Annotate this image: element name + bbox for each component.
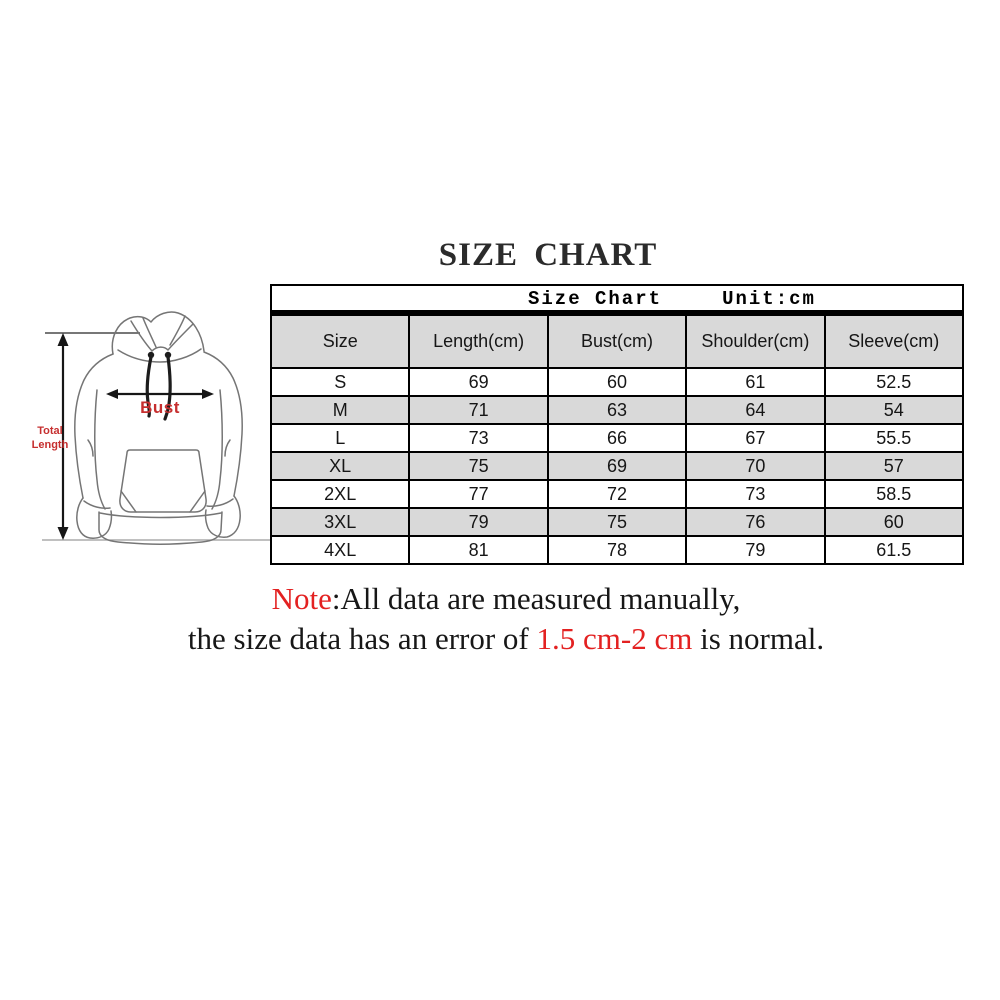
column-header: Shoulder(cm) <box>685 314 826 369</box>
table-body: S 69 60 61 52.5 M 71 63 64 54 L 73 66 67 55.5 XL 75 69 70 5… <box>269 367 965 565</box>
value-cell: 55.5 <box>823 423 965 453</box>
value-cell: 76 <box>685 507 826 537</box>
value-cell: 60 <box>823 507 965 537</box>
table-row: 4XL 81 78 79 61.5 <box>269 535 965 565</box>
measurements-table: Size Length(cm) Bust(cm) Shoulder(cm) Sleeve… <box>269 314 965 565</box>
column-header: Bust(cm) <box>546 314 688 369</box>
value-cell: 81 <box>408 535 549 565</box>
value-cell: 58.5 <box>823 479 965 509</box>
table-row: 3XL 79 75 76 60 <box>269 507 965 537</box>
value-cell: 57 <box>823 451 965 481</box>
note-line1-rest: :All data are measured manually, <box>331 581 741 616</box>
value-cell: 73 <box>685 479 826 509</box>
size-cell: 4XL <box>269 535 411 565</box>
value-cell: 69 <box>546 451 688 481</box>
table-top-header: Size Chart Unit:cm <box>270 284 964 314</box>
value-cell: 77 <box>408 479 549 509</box>
value-cell: 67 <box>685 423 826 453</box>
drawstrings <box>145 351 172 421</box>
note-line2-post: is normal. <box>692 621 825 656</box>
total-length-arrow <box>57 333 69 540</box>
value-cell: 63 <box>546 395 688 425</box>
value-cell: 60 <box>546 367 688 397</box>
value-cell: 79 <box>685 535 826 565</box>
value-cell: 73 <box>408 423 549 453</box>
value-cell: 78 <box>546 535 688 565</box>
value-cell: 69 <box>408 367 549 397</box>
value-cell: 75 <box>408 451 549 481</box>
note-line2-pre: the size data has an error of <box>187 621 537 656</box>
value-cell: 61.5 <box>823 535 965 565</box>
note-line2-red: 1.5 cm-2 cm <box>536 621 693 656</box>
value-cell: 66 <box>546 423 688 453</box>
note-line-2: the size data has an error of 1.5 cm-2 c… <box>6 619 1000 659</box>
value-cell: 75 <box>546 507 688 537</box>
table-title: Size Chart <box>527 288 663 310</box>
value-cell: 72 <box>546 479 688 509</box>
size-cell: L <box>269 423 411 453</box>
hoodie-outline <box>74 311 243 545</box>
value-cell: 52.5 <box>823 367 965 397</box>
note-prefix: Note <box>271 581 332 616</box>
table-row: M 71 63 64 54 <box>269 395 965 425</box>
page-title: SIZE CHART <box>438 237 658 273</box>
note-line-1: Note:All data are measured manually, <box>6 579 1000 619</box>
total-length-label: Total Length <box>31 425 69 451</box>
size-chart-table: Size Chart Unit:cm Size Length(cm) Bust(cm… <box>269 284 965 565</box>
value-cell: 79 <box>408 507 549 537</box>
value-cell: 64 <box>685 395 826 425</box>
column-header-row: Size Length(cm) Bust(cm) Shoulder(cm) Sleeve… <box>269 314 965 369</box>
table-row: 2XL 77 72 73 58.5 <box>269 479 965 509</box>
guide-lines <box>42 332 293 541</box>
value-cell: 61 <box>685 367 826 397</box>
table-row: XL 75 69 70 57 <box>269 451 965 481</box>
value-cell: 70 <box>685 451 826 481</box>
table-unit: Unit:cm <box>722 288 816 310</box>
size-cell: S <box>269 367 411 397</box>
value-cell: 71 <box>408 395 549 425</box>
column-header: Length(cm) <box>408 314 549 369</box>
size-cell: M <box>269 395 411 425</box>
table-row: S 69 60 61 52.5 <box>269 367 965 397</box>
size-cell: 2XL <box>269 479 411 509</box>
bust-arrow <box>106 389 214 399</box>
column-header: Sleeve(cm) <box>823 314 965 369</box>
column-header: Size <box>269 314 411 369</box>
table-row: L 73 66 67 55.5 <box>269 423 965 453</box>
bust-label: Bust <box>140 398 180 417</box>
note-text: Note:All data are measured manually, the… <box>6 579 1000 659</box>
size-cell: XL <box>269 451 411 481</box>
size-cell: 3XL <box>269 507 411 537</box>
value-cell: 54 <box>823 395 965 425</box>
